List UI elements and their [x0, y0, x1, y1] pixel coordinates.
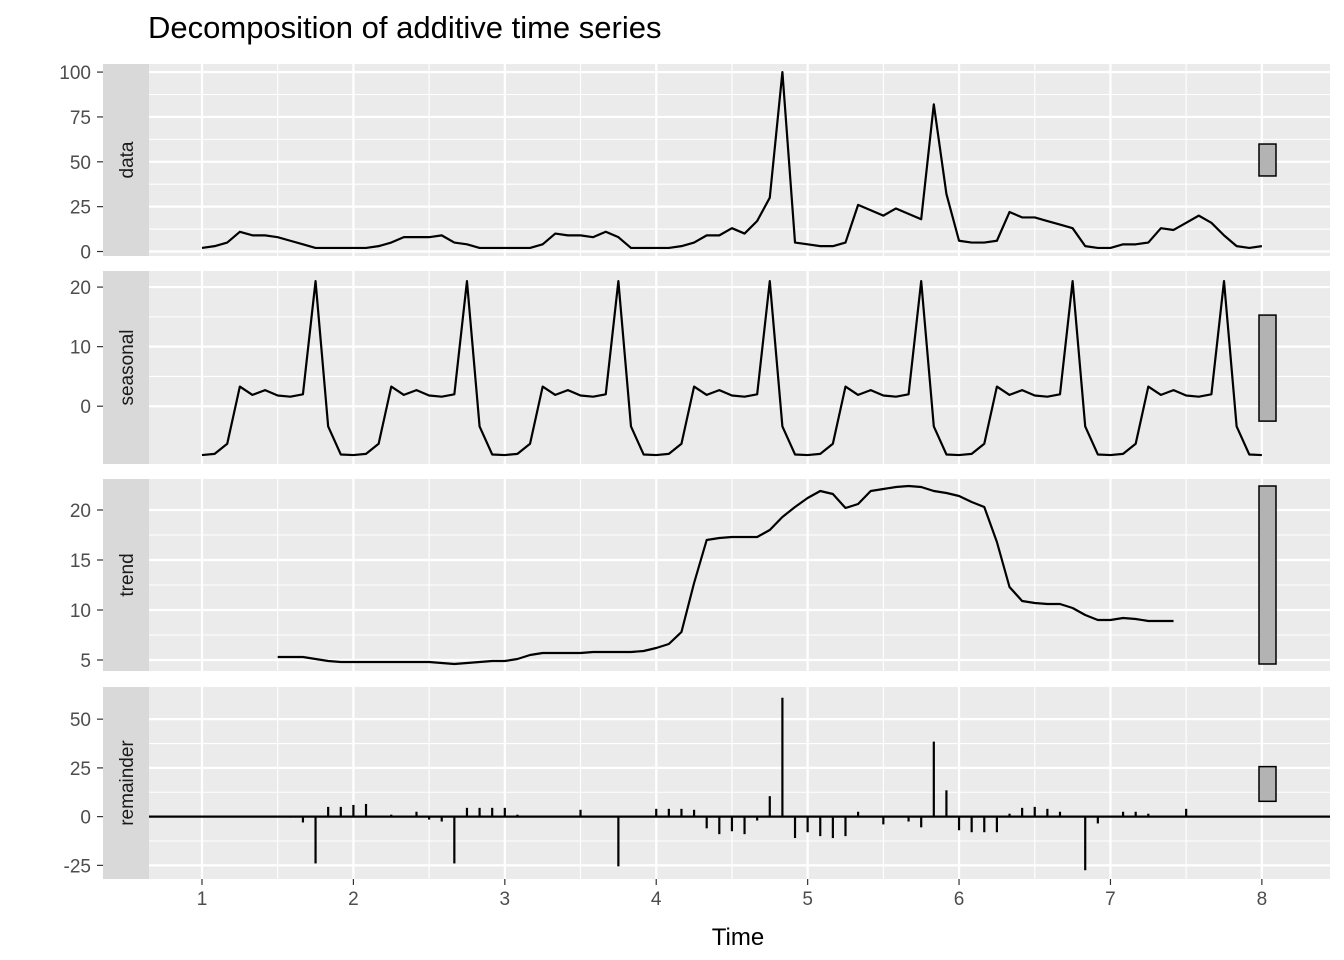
- panel-strip: [103, 479, 149, 671]
- panel-strip: [103, 271, 149, 464]
- x-tick-label: 6: [954, 889, 965, 910]
- y-tick-label: 50: [70, 710, 91, 731]
- series-line-seasonal: [201, 280, 1262, 457]
- panel-remainder: -25 0 25 50 remainder: [64, 687, 1330, 879]
- y-tick-label: 50: [70, 153, 91, 174]
- y-tick-label: 10: [70, 338, 91, 359]
- x-tick-label: 7: [1105, 889, 1116, 910]
- x-axis: 1 2 3 4 5 6 7 8: [197, 879, 1267, 910]
- x-tick-label: 4: [651, 889, 662, 910]
- range-bar: [1258, 143, 1277, 177]
- y-tick-label: 75: [70, 108, 91, 129]
- panel-strip-label: seasonal: [117, 329, 138, 405]
- x-tick-label: 3: [500, 889, 511, 910]
- series-line-data: [201, 70, 1263, 250]
- y-tick-label: -25: [64, 856, 91, 877]
- panel-trend: 5 10 15 20 trend: [70, 479, 1330, 672]
- panel-background: [149, 687, 1330, 879]
- x-tick-label: 1: [197, 889, 208, 910]
- panel-background: [149, 64, 1330, 256]
- range-bar: [1258, 314, 1277, 422]
- y-tick-label: 0: [80, 808, 91, 829]
- panel-seasonal: 0 10 20 seasonal: [70, 271, 1330, 464]
- y-tick-label: 25: [70, 759, 91, 780]
- x-tick-label: 5: [802, 889, 813, 910]
- x-tick-label: 8: [1257, 889, 1268, 910]
- panel-strip-label: trend: [117, 553, 138, 596]
- y-tick-label: 5: [80, 651, 91, 672]
- panel-strip: [103, 64, 149, 256]
- chart-title: Decomposition of additive time series: [148, 10, 661, 45]
- y-tick-label: 0: [80, 397, 91, 418]
- y-tick-label: 0: [80, 243, 91, 264]
- panel-background: [149, 271, 1330, 464]
- panel-strip-label: data: [117, 141, 138, 178]
- y-tick-label: 100: [59, 63, 91, 84]
- range-bar: [1258, 485, 1277, 665]
- x-axis-title: Time: [712, 924, 764, 951]
- y-tick-label: 25: [70, 198, 91, 219]
- y-tick-label: 10: [70, 601, 91, 622]
- panel-strip-label: remainder: [117, 740, 138, 826]
- series-line-trend: [277, 484, 1174, 666]
- y-tick-label: 20: [70, 501, 91, 522]
- range-bar: [1258, 765, 1277, 803]
- panel-background: [149, 479, 1330, 671]
- panels-group: 0 25 50 75 100 data 0 10 20 seasonal 5 10 15 20 trend -…: [59, 63, 1330, 879]
- y-tick-label: 15: [70, 551, 91, 572]
- panel-data: 0 25 50 75 100 data: [59, 63, 1330, 264]
- panel-strip: [103, 687, 149, 879]
- y-tick-label: 20: [70, 278, 91, 299]
- x-tick-label: 2: [348, 889, 359, 910]
